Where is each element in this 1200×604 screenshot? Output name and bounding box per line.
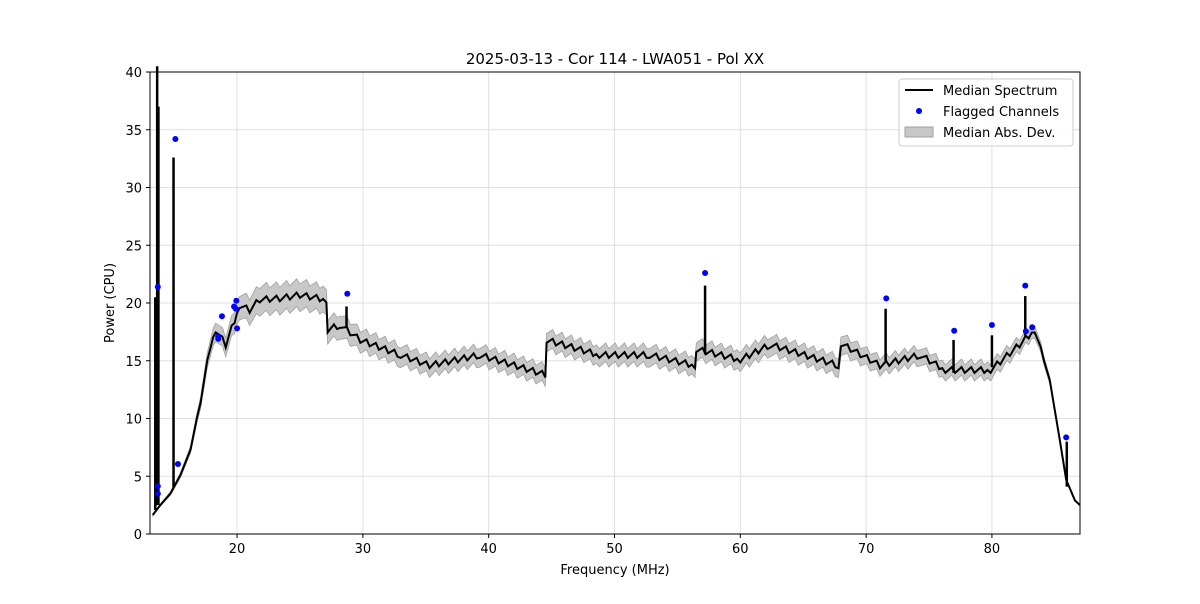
x-ticks: 20 30 40 50 60 70 80 [229,534,1000,557]
flagged-point [154,490,161,497]
median-spectrum-line [151,66,1081,516]
y-tick-label: 5 [134,470,142,485]
x-tick-label: 30 [355,542,372,557]
flagged-point [174,461,181,468]
legend: Median Spectrum Flagged Channels Median … [898,78,1074,147]
y-tick-label: 35 [125,124,142,139]
median-abs-dev-band [152,278,1081,518]
chart-title: 2025-03-13 - Cor 114 - LWA051 - Pol XX [466,50,764,68]
x-tick-label: 40 [480,542,497,557]
legend-flagged-swatch [916,108,922,114]
legend-median-label: Median Spectrum [943,84,1057,99]
flagged-point [1063,434,1070,441]
x-tick-label: 20 [229,542,246,557]
flagged-point [218,313,225,320]
flagged-point [172,135,179,142]
y-axis-label: Power (CPU) [103,263,118,343]
flagged-point [883,295,890,302]
y-tick-label: 15 [125,355,142,370]
x-tick-label: 80 [984,542,1001,557]
median-line [151,291,1081,516]
flagged-point [154,483,161,490]
mad-band [152,278,1081,518]
flagged-point [215,335,222,342]
y-tick-label: 10 [125,413,142,428]
x-tick-label: 50 [606,542,623,557]
flagged-channels [154,135,1070,497]
flagged-point [233,297,240,304]
flagged-point [154,283,161,290]
y-tick-label: 0 [134,528,142,543]
legend-flagged-label: Flagged Channels [943,105,1059,120]
legend-mad-label: Median Abs. Dev. [943,126,1055,141]
flagged-point [232,305,239,312]
flagged-point [702,269,709,276]
y-tick-label: 20 [125,297,142,312]
y-tick-label: 40 [125,66,142,81]
x-tick-label: 60 [732,542,749,557]
x-tick-label: 70 [858,542,875,557]
flagged-point [951,327,958,334]
x-axis-label: Frequency (MHz) [560,563,669,578]
flagged-point [1022,282,1029,289]
y-ticks: 0 5 10 15 20 25 30 35 40 [125,66,150,543]
y-tick-label: 25 [125,239,142,254]
flagged-point [234,325,241,332]
y-tick-label: 30 [125,182,142,197]
flagged-point [344,290,351,297]
flagged-point [988,321,995,328]
legend-mad-swatch [904,126,934,138]
flagged-point [1022,328,1029,335]
flagged-point [1029,324,1036,331]
